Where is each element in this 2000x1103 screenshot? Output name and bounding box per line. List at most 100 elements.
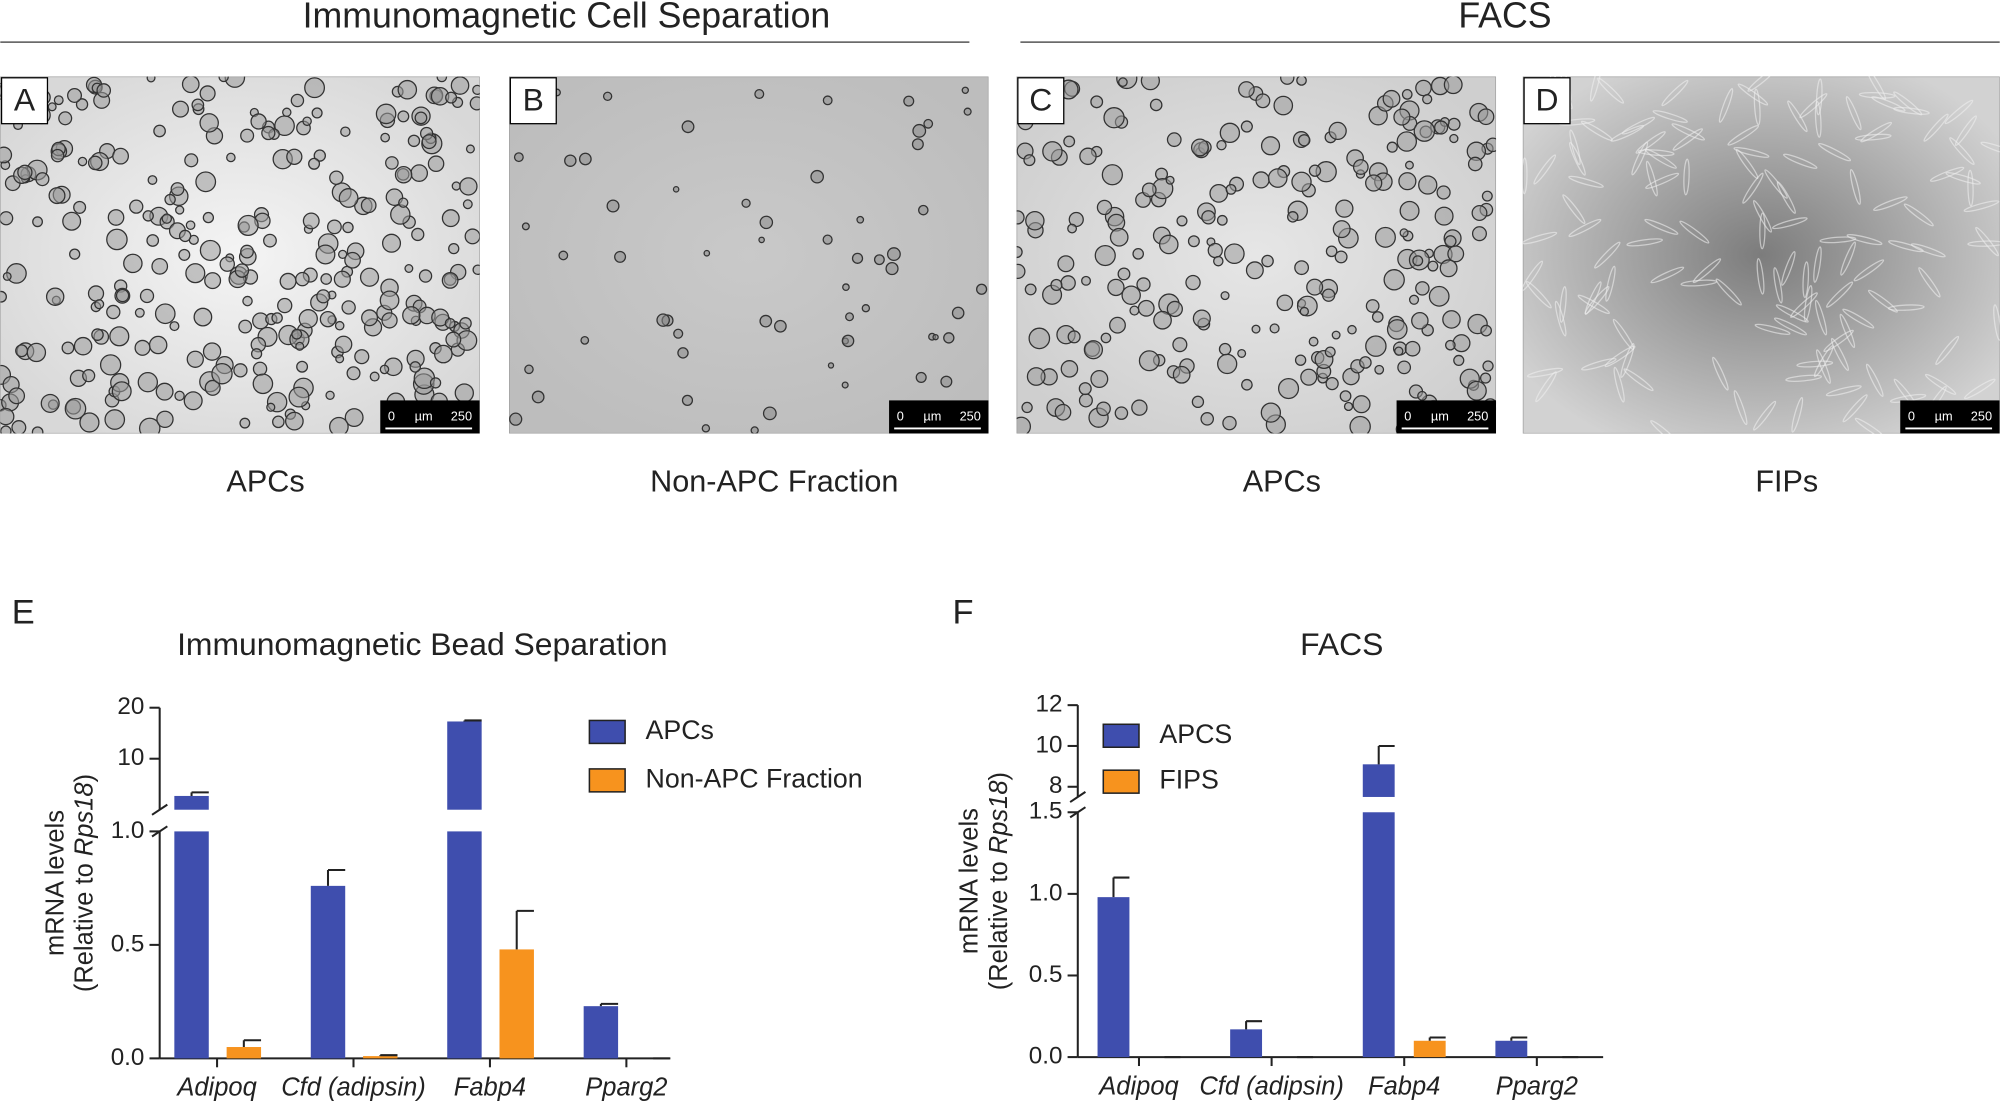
y-tick-label: 20: [117, 693, 144, 720]
x-tick-label: Adipoq: [175, 1074, 256, 1102]
fibroblast: [1773, 267, 1783, 304]
fibroblast: [1522, 231, 1558, 245]
cell: [445, 331, 462, 348]
cell: [123, 253, 143, 274]
cell: [1131, 399, 1148, 416]
cell: [822, 234, 833, 245]
cell: [1090, 370, 1109, 388]
cell: [1024, 283, 1037, 296]
fibroblast: [1631, 141, 1649, 176]
cell: [418, 269, 433, 283]
cell: [277, 297, 293, 314]
y-axis-label-gene: Rps18: [985, 780, 1013, 855]
cell: [204, 272, 222, 290]
cell: [923, 118, 934, 129]
bar: [583, 1006, 619, 1059]
panel-caption: APCs: [1243, 464, 1321, 498]
cell: [841, 381, 849, 389]
error-bar: [1245, 1020, 1263, 1030]
cell: [295, 341, 305, 351]
cell: [1418, 175, 1438, 195]
fibroblast: [1842, 394, 1868, 423]
cell: [1371, 311, 1384, 323]
fibroblast: [1782, 153, 1818, 169]
cell: [296, 360, 309, 373]
fibroblast: [1813, 345, 1834, 378]
cell: [741, 198, 751, 208]
cell: [1138, 350, 1160, 372]
cell: [148, 335, 168, 355]
cell: [429, 377, 442, 389]
cell: [107, 209, 125, 226]
panel-label-box: [1523, 77, 1571, 125]
scale-bar-label: µm: [1935, 408, 1953, 423]
fibroblast: [1923, 113, 1949, 142]
cell: [1192, 309, 1211, 328]
cell: [129, 199, 144, 214]
panel-label-box: [0, 77, 49, 125]
fibroblast: [1773, 317, 1808, 336]
cell: [677, 347, 689, 359]
cell: [111, 381, 132, 402]
cell: [861, 304, 871, 313]
cell: [184, 153, 199, 168]
cell: [1166, 300, 1183, 318]
panel-label-box: [509, 77, 557, 125]
cell: [409, 361, 422, 373]
cell: [402, 306, 421, 325]
cell: [1100, 332, 1112, 344]
cell: [1260, 136, 1281, 156]
fibroblast: [1568, 175, 1604, 188]
fibroblast: [1613, 366, 1625, 403]
fibroblast: [1949, 137, 1975, 166]
legend-swatch: [588, 719, 626, 745]
cell: [1176, 215, 1188, 227]
fibroblast: [1845, 96, 1862, 131]
cell: [69, 248, 81, 260]
fibroblast: [1715, 278, 1742, 306]
cell: [1471, 205, 1488, 221]
cell: [750, 426, 759, 434]
fibroblast: [1963, 378, 1996, 400]
x-tick-label: Pparg2: [1496, 1072, 1578, 1100]
cell: [344, 251, 361, 269]
cell: [286, 148, 303, 165]
fibroblast: [1796, 360, 1834, 368]
cell: [1023, 154, 1036, 167]
cell: [64, 397, 87, 420]
cell: [1365, 335, 1387, 357]
cell: [410, 164, 429, 182]
y-tick-label: 0.5: [1029, 961, 1063, 988]
fibroblast: [1858, 91, 1896, 99]
cell: [1140, 76, 1160, 91]
cell: [266, 402, 276, 412]
fibroblast: [1652, 110, 1688, 123]
cell: [282, 107, 292, 118]
cell: [338, 188, 359, 208]
cell: [1449, 133, 1459, 144]
cell: [1447, 245, 1465, 263]
fibroblast: [1842, 308, 1875, 329]
y-tick-label: 0.0: [1029, 1042, 1063, 1069]
cell: [943, 332, 955, 344]
panel-label: B: [523, 81, 544, 117]
cell: [1480, 324, 1492, 337]
fibroblast: [1661, 79, 1689, 107]
cell: [193, 307, 213, 327]
cell: [465, 144, 475, 154]
cell: [109, 326, 130, 347]
cell: [1016, 263, 1026, 280]
cell: [1349, 415, 1371, 434]
fibroblast: [1980, 141, 2000, 156]
cell: [1255, 93, 1271, 109]
cell: [1417, 390, 1428, 401]
fibroblast: [1589, 76, 1602, 102]
cell: [250, 348, 263, 360]
cell: [1252, 171, 1270, 189]
cell: [1324, 346, 1336, 358]
cell: [316, 289, 331, 304]
cell: [202, 211, 215, 224]
fibroblast: [1596, 77, 1625, 104]
cell: [185, 263, 206, 284]
fibroblast: [1610, 124, 1645, 142]
